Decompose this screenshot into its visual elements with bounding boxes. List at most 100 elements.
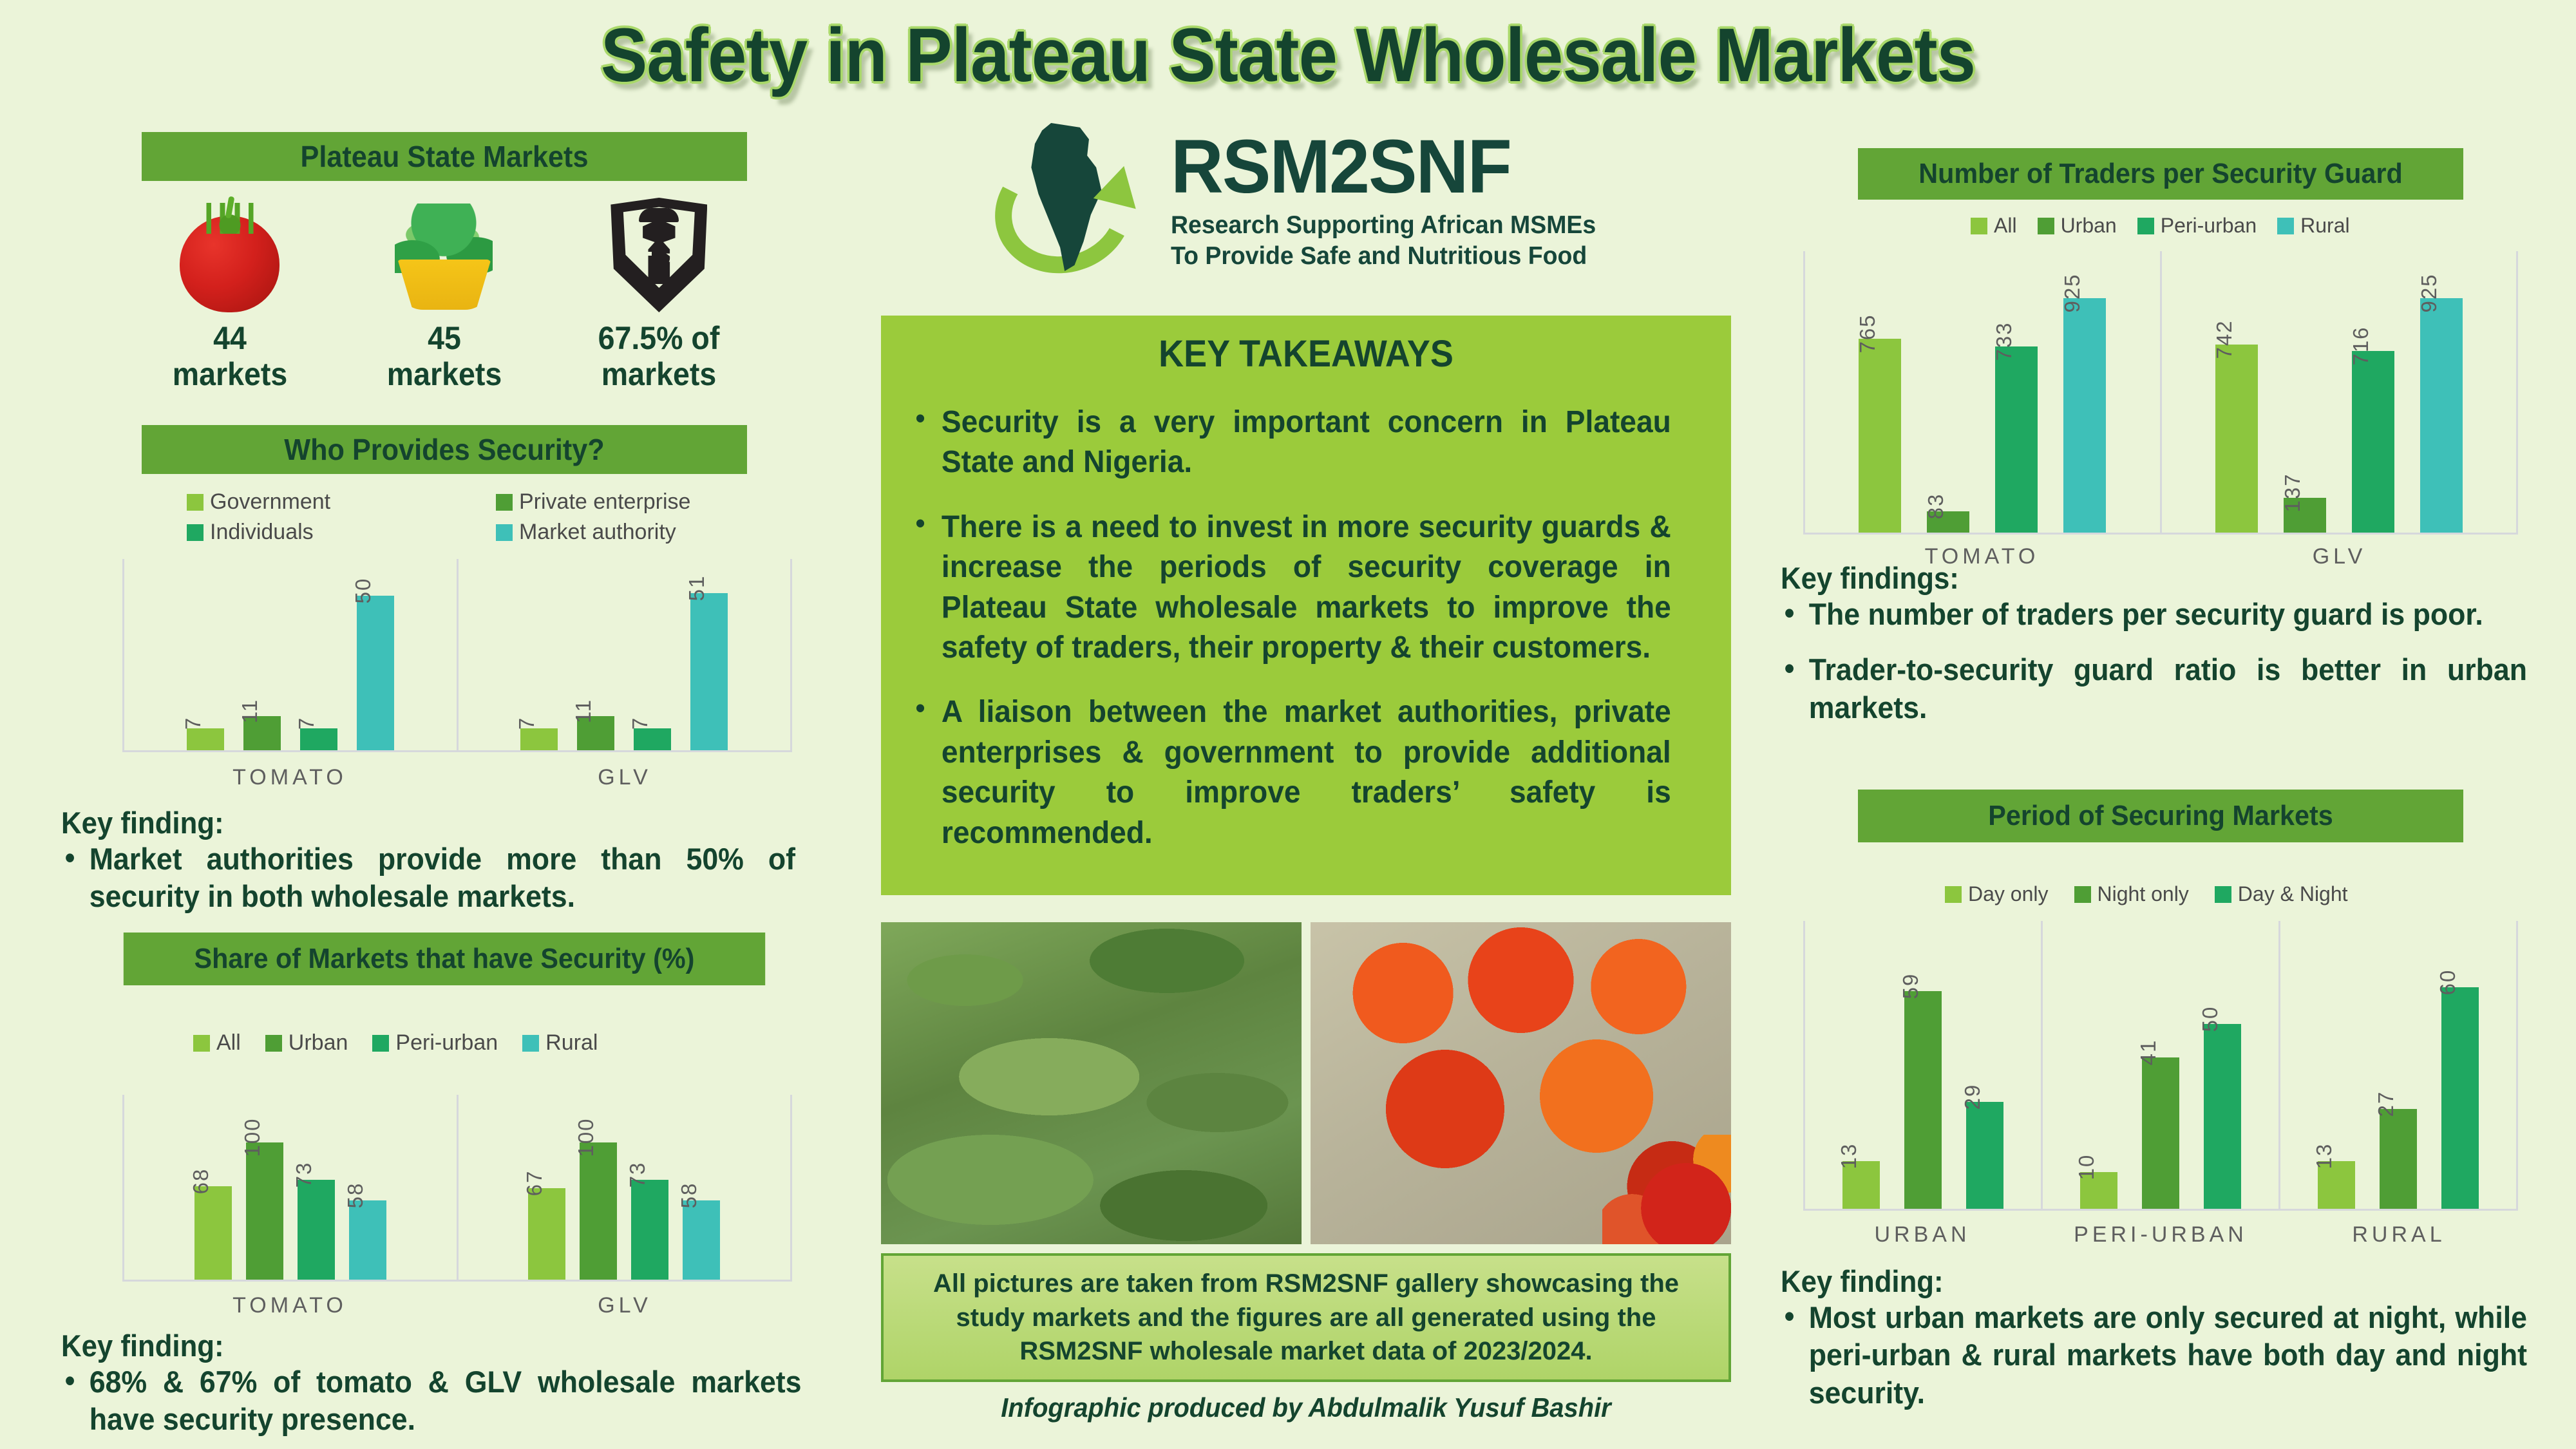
bar-value-label: 27	[2374, 1090, 2398, 1117]
logo-wordmark: RSM2SNF Research Supporting African MSME…	[1171, 129, 1614, 270]
africa-map-icon	[979, 119, 1155, 291]
kpi-tomato-value: 44 markets	[143, 320, 317, 392]
legend-swatch-day-only	[1945, 886, 1962, 903]
keyfinding-title: Key finding:	[1781, 1264, 1944, 1298]
legend-label-peri-urban: Peri-urban	[395, 1030, 498, 1055]
bar-value-label: 60	[2436, 969, 2459, 996]
bar-value-label: 58	[343, 1182, 367, 1209]
traders-keyfindings: Key findings: The number of traders per …	[1781, 560, 2566, 726]
bar-value-label: 925	[2060, 273, 2085, 313]
x-tick-urban: URBAN	[1874, 1222, 1971, 1247]
bar-rural: 58	[343, 1182, 386, 1280]
chart-plot: 7 11 7 50 7 11 7 51	[122, 559, 792, 752]
period-keyfinding: Key finding: Most urban markets are only…	[1781, 1264, 2566, 1412]
legend-label-urban: Urban	[2060, 214, 2117, 237]
bar-value-label: 137	[2280, 473, 2304, 513]
takeaway-item: Security is a very important concern in …	[909, 400, 1671, 483]
bar-value-label: 11	[237, 699, 261, 724]
x-tick-tomato: TOMATO	[232, 765, 347, 790]
keyfinding-item: Trader-to-security guard ratio is better…	[1781, 650, 2527, 726]
traders-per-guard-chart: 765 83 733 925 742 137 716 925	[1803, 251, 2518, 535]
bar-value-label: 100	[574, 1117, 598, 1157]
leafy-greens-photo	[881, 922, 1302, 1244]
bar-group-tomato: 68 100 73 58	[122, 1095, 457, 1280]
kpi-glv-value: 45 markets	[357, 320, 531, 392]
share-of-markets-xaxis: TOMATO GLV	[122, 1293, 792, 1318]
traders-per-guard-legend: All Urban Peri-urban Rural	[1971, 214, 2512, 238]
legend-item-all: All	[193, 1030, 241, 1056]
keyfinding-list: Market authorities provide more than 50%…	[61, 839, 834, 916]
bar-rural: 58	[677, 1182, 721, 1280]
bar-urban: 83	[1924, 493, 1970, 533]
bar-value-label: 733	[1992, 321, 2016, 361]
bar-value-label: 100	[240, 1117, 264, 1157]
chart-plot: 765 83 733 925 742 137 716 925	[1803, 251, 2518, 535]
legend-label-all: All	[216, 1030, 241, 1055]
legend-item-day-and-night: Day & Night	[2214, 882, 2348, 906]
kpi-tomato-number: 44	[213, 320, 247, 356]
period-of-securing-xaxis: URBAN PERI-URBAN RURAL	[1803, 1222, 2518, 1247]
bar-value-label: 716	[2348, 326, 2372, 366]
legend-item-urban: Urban	[2037, 214, 2117, 238]
keyfinding-list: Most urban markets are only secured at n…	[1781, 1298, 2566, 1412]
photo-gallery	[881, 922, 1731, 1244]
legend-label-urban: Urban	[288, 1030, 348, 1055]
bar-private-enterprise: 11	[238, 699, 281, 750]
bar-rural: 925	[2417, 273, 2463, 533]
bar-value-label: 73	[625, 1161, 650, 1188]
keyfinding-item: 68% & 67% of tomato & GLV wholesale mark…	[61, 1362, 802, 1439]
bar-value-label: 50	[350, 578, 375, 604]
bar-group-tomato: 765 83 733 925	[1803, 251, 2160, 533]
legend-label-night-only: Night only	[2097, 882, 2189, 905]
bar-urban: 100	[240, 1118, 283, 1280]
legend-item-market-authority: Market authority	[496, 520, 766, 545]
bar-night-only: 27	[2374, 1091, 2417, 1209]
left-column: Plateau State Markets	[122, 132, 766, 181]
bar-value-label: 7	[628, 717, 652, 730]
bar-market-authority: 50	[351, 578, 394, 750]
key-takeaways-panel: KEY TAKEAWAYS Security is a very importa…	[881, 316, 1731, 895]
keyfinding-item: Market authorities provide more than 50%…	[61, 839, 795, 916]
legend-label-individuals: Individuals	[210, 520, 314, 544]
legend-label-all: All	[1994, 214, 2017, 237]
legend-item-government: Government	[187, 489, 496, 515]
traders-per-guard-header: Number of Traders per Security Guard	[1858, 148, 2463, 200]
bar-day-night: 29	[1960, 1083, 2003, 1209]
bar-value-label: 73	[291, 1161, 316, 1188]
kpi-tomato-unit: markets	[172, 356, 287, 392]
kpi-security-number: 67.5% of	[598, 320, 720, 356]
bar-group-rural: 13 27 60	[2278, 921, 2518, 1209]
bar-day-only: 10	[2074, 1153, 2117, 1209]
kpi-tomato: 44 markets	[137, 190, 323, 392]
takeaway-item: There is a need to invest in more securi…	[909, 505, 1671, 668]
bar-value-label: 13	[2312, 1142, 2336, 1169]
legend-swatch-all	[1971, 217, 1987, 234]
plateau-state-markets-header: Plateau State Markets	[142, 132, 747, 181]
kpi-glv: 45 markets	[351, 190, 538, 392]
legend-label-government: Government	[210, 489, 331, 514]
legend-swatch-market-authority	[496, 524, 513, 541]
kpi-security-value: 67.5% of markets	[572, 320, 746, 392]
who-provides-security-header: Who Provides Security?	[142, 425, 747, 474]
period-of-securing-legend: Day only Night only Day & Night	[1945, 882, 2524, 906]
logo-tagline-1: Research Supporting African MSMEs	[1171, 211, 1596, 239]
key-takeaways-list: Security is a very important concern in …	[909, 400, 1703, 853]
bar-group-peri-urban: 10 41 50	[2041, 921, 2278, 1209]
bar-individuals: 7	[294, 717, 337, 750]
kpi-security: ★ 67.5% of markets	[565, 190, 752, 392]
bar-value-label: 59	[1899, 972, 1922, 999]
bar-group-glv: 7 11 7 51	[456, 559, 792, 750]
bar-group-glv: 742 137 716 925	[2159, 251, 2518, 533]
bar-value-label: 50	[2198, 1006, 2222, 1032]
legend-item-day-only: Day only	[1945, 882, 2049, 906]
bar-night-only: 41	[2136, 1039, 2179, 1209]
legend-label-day-and-night: Day & Night	[2237, 882, 2348, 905]
page-title: Safety in Plateau State Wholesale Market…	[600, 13, 1976, 98]
bar-private-enterprise: 11	[571, 699, 615, 750]
bar-individuals: 7	[628, 717, 672, 750]
bar-value-label: 83	[1924, 493, 1948, 520]
who-provides-security-chart: 7 11 7 50 7 11 7 51	[122, 559, 792, 752]
bar-value-label: 7	[180, 717, 205, 730]
bar-group-glv: 67 100 73 58	[456, 1095, 792, 1280]
